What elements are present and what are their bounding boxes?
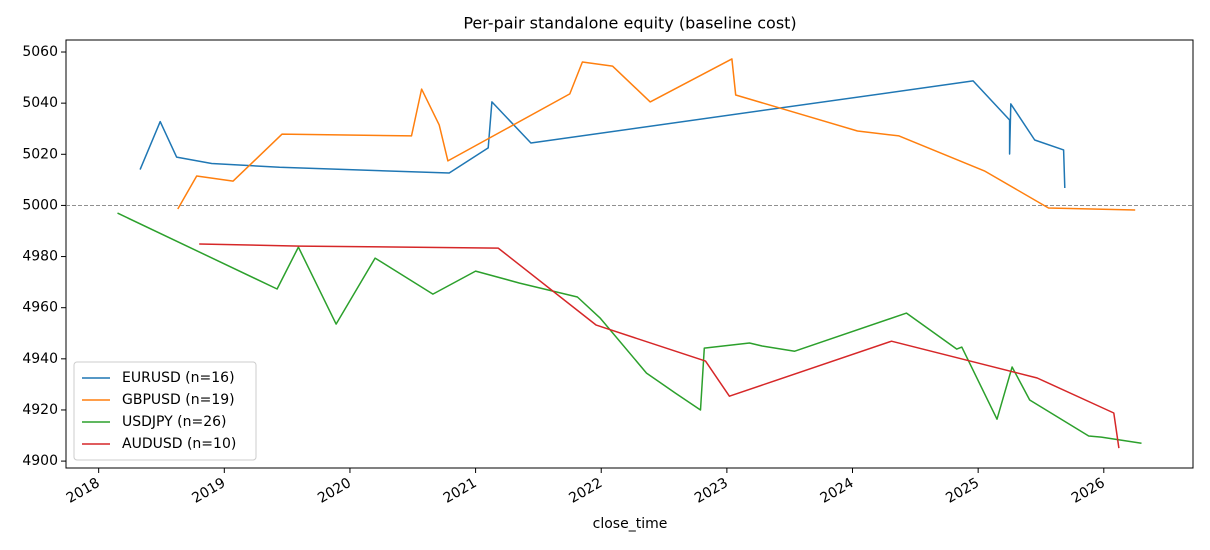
y-tick-label: 5040 [22, 95, 58, 111]
y-tick-label: 4920 [22, 402, 58, 418]
x-axis-label: close_time [593, 516, 668, 532]
chart-title: Per-pair standalone equity (baseline cos… [463, 14, 796, 33]
legend-label: USDJPY (n=26) [122, 414, 227, 430]
legend-label: EURUSD (n=16) [122, 370, 235, 386]
legend-label: GBPUSD (n=19) [122, 392, 235, 408]
y-tick-label: 4980 [22, 249, 58, 265]
y-tick-label: 5060 [22, 44, 58, 60]
y-tick-label: 5020 [22, 146, 58, 162]
y-tick-label: 4940 [22, 351, 58, 367]
legend-box [73, 361, 257, 461]
series-line [117, 212, 1142, 444]
y-tick-label: 4960 [22, 300, 58, 316]
series-line [199, 243, 1120, 449]
legend-label: AUDUSD (n=10) [122, 436, 236, 452]
series-line [177, 58, 1136, 211]
y-tick-label: 4900 [22, 453, 58, 469]
series-line [139, 80, 1066, 189]
plot-frame [65, 39, 1194, 469]
legend: EURUSD (n=16) GBPUSD (n=19) USDJPY (n=26) A… [73, 361, 257, 461]
y-tick-label: 5000 [22, 197, 58, 213]
